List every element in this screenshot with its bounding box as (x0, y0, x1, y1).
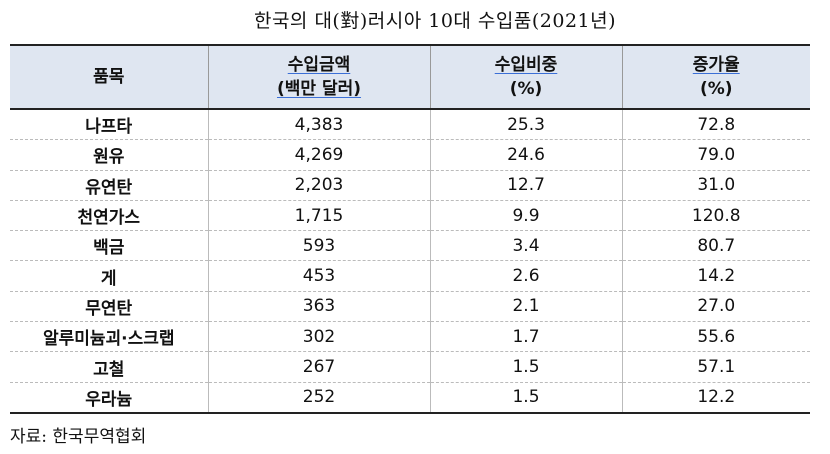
cell-amount: 4,269 (207, 139, 431, 171)
cell-share: 9.9 (429, 200, 623, 232)
header-share-unit: (%) (509, 79, 543, 99)
cell-item: 유연탄 (10, 170, 209, 201)
cell-growth: 14.2 (621, 260, 810, 292)
cell-growth: 12.2 (621, 382, 810, 414)
cell-amount: 453 (207, 260, 431, 292)
table-row: 고철 267 1.5 57.1 (10, 351, 810, 383)
table-row: 천연가스 1,715 9.9 120.8 (10, 200, 810, 232)
cell-share: 24.6 (429, 139, 623, 171)
cell-growth: 80.7 (621, 230, 810, 262)
cell-growth: 79.0 (621, 139, 810, 171)
cell-share: 25.3 (429, 109, 623, 141)
cell-share: 2.6 (429, 260, 623, 292)
cell-item: 고철 (10, 351, 209, 383)
header-amount-unit: (백만 달러) (276, 79, 362, 99)
cell-share: 2.1 (429, 291, 623, 323)
header-item-label: 품목 (93, 67, 125, 87)
cell-item: 무연탄 (10, 291, 209, 323)
cell-amount: 2,203 (207, 170, 431, 201)
header-growth: 증가율 (%) (621, 44, 810, 110)
cell-share: 1.5 (429, 382, 623, 414)
cell-growth: 27.0 (621, 291, 810, 323)
cell-amount: 252 (207, 382, 431, 414)
cell-item: 게 (10, 260, 209, 292)
header-share: 수입비중 (%) (429, 44, 623, 110)
cell-growth: 55.6 (621, 321, 810, 353)
table-row: 무연탄 363 2.1 27.0 (10, 291, 810, 323)
table-row: 우라늄 252 1.5 12.2 (10, 382, 810, 414)
header-share-label: 수입비중 (494, 55, 558, 75)
cell-share: 12.7 (429, 170, 623, 201)
cell-growth: 120.8 (621, 200, 810, 232)
cell-share: 1.7 (429, 321, 623, 353)
table-row: 백금 593 3.4 80.7 (10, 230, 810, 262)
cell-amount: 593 (207, 230, 431, 262)
source-note: 자료: 한국무역협회 (10, 427, 147, 447)
cell-amount: 363 (207, 291, 431, 323)
cell-growth: 57.1 (621, 351, 810, 383)
cell-item: 알루미늄괴·스크랩 (10, 321, 209, 353)
table-row: 나프타 4,383 25.3 72.8 (10, 109, 810, 141)
cell-item: 나프타 (10, 109, 209, 141)
cell-item: 백금 (10, 230, 209, 262)
header-row: 품목 수입금액 (백만 달러) 수입비중 (%) 증가율 (%) (10, 44, 810, 110)
cell-item: 우라늄 (10, 382, 209, 414)
cell-share: 3.4 (429, 230, 623, 262)
cell-amount: 4,383 (207, 109, 431, 141)
cell-amount: 302 (207, 321, 431, 353)
cell-share: 1.5 (429, 351, 623, 383)
table-title: 한국의 대(對)러시아 10대 수입품(2021년) (253, 10, 617, 32)
cell-item: 원유 (10, 139, 209, 171)
cell-amount: 1,715 (207, 200, 431, 232)
table-row: 유연탄 2,203 12.7 31.0 (10, 170, 810, 201)
header-item: 품목 (10, 44, 209, 110)
header-amount-label: 수입금액 (287, 55, 351, 75)
import-table: 품목 수입금액 (백만 달러) 수입비중 (%) 증가율 (%) 나프타 4,3… (10, 44, 810, 414)
header-growth-label: 증가율 (692, 55, 740, 75)
table-row: 원유 4,269 24.6 79.0 (10, 139, 810, 171)
cell-amount: 267 (207, 351, 431, 383)
table-row: 알루미늄괴·스크랩 302 1.7 55.6 (10, 321, 810, 353)
cell-item: 천연가스 (10, 200, 209, 232)
header-amount: 수입금액 (백만 달러) (207, 44, 431, 110)
cell-growth: 31.0 (621, 170, 810, 201)
table-row: 게 453 2.6 14.2 (10, 260, 810, 292)
header-growth-unit: (%) (699, 79, 733, 99)
cell-growth: 72.8 (621, 109, 810, 141)
